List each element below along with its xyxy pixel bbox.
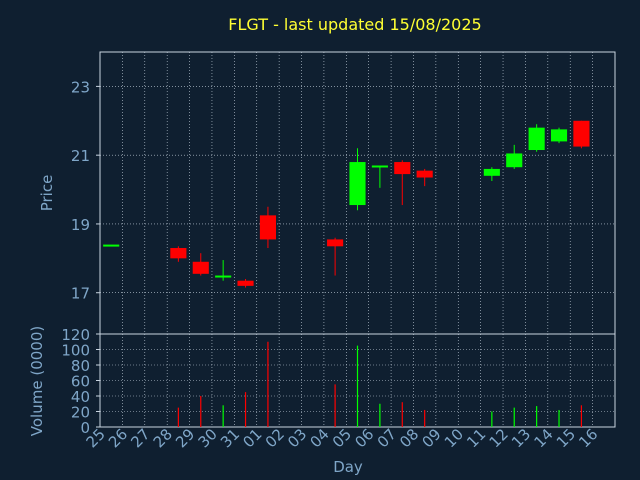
price-y-tick-label: 21 <box>71 147 90 165</box>
candle-body <box>483 168 500 176</box>
candle-body <box>394 162 411 175</box>
x-axis-label: Day <box>333 458 363 476</box>
volume-y-tick-label: 60 <box>71 373 90 391</box>
candle <box>349 148 366 211</box>
volume-y-tick-label: 0 <box>80 419 90 437</box>
candle <box>394 160 411 206</box>
volume-y-tick-label: 20 <box>71 404 90 422</box>
price-y-tick-labels: 17 19 21 23 <box>71 78 100 303</box>
candle-body <box>215 275 232 278</box>
candle <box>371 165 388 188</box>
x-tick-labels: 2526272829303101020304050607080910111213… <box>83 425 602 451</box>
volume-bars <box>177 341 583 427</box>
candle <box>192 253 209 276</box>
candle <box>327 237 344 276</box>
volume-axis-label: Volume (0000) <box>28 326 46 436</box>
candle-body <box>550 129 568 142</box>
candle-body <box>103 244 120 247</box>
candle-body <box>237 280 254 286</box>
candle <box>506 144 523 169</box>
candle <box>170 246 187 262</box>
candles <box>103 120 590 288</box>
candle-body <box>349 162 366 206</box>
price-y-tick-label: 17 <box>71 285 90 303</box>
candle-body <box>573 120 590 147</box>
chart-title: FLGT - last updated 15/08/2025 <box>228 15 481 34</box>
candle-body <box>192 261 209 274</box>
x-tick-label: 16 <box>575 425 601 451</box>
price-axis-label: Price <box>38 175 56 212</box>
candle <box>215 260 232 281</box>
price-y-tick-label: 23 <box>71 78 90 96</box>
candle-body <box>506 153 523 168</box>
volume-y-tick-label: 120 <box>61 326 90 344</box>
candle-body <box>170 248 187 259</box>
candle <box>237 278 254 288</box>
candle-body <box>371 165 388 168</box>
candle-body <box>259 215 276 240</box>
candle-body <box>528 127 545 151</box>
candle <box>103 244 120 247</box>
candle <box>573 120 590 149</box>
price-y-tick-label: 19 <box>71 216 90 234</box>
candle-body <box>327 239 344 247</box>
volume-y-tick-label: 40 <box>71 388 90 406</box>
volume-y-tick-label: 80 <box>71 357 90 375</box>
candle <box>483 167 500 181</box>
volume-y-tick-label: 100 <box>61 342 90 360</box>
candle <box>259 206 276 249</box>
candle-body <box>416 170 433 178</box>
candle <box>416 168 433 187</box>
price-gridlines <box>100 52 615 334</box>
volume-gridlines <box>100 334 615 427</box>
candle <box>550 127 568 144</box>
candle <box>528 124 545 152</box>
